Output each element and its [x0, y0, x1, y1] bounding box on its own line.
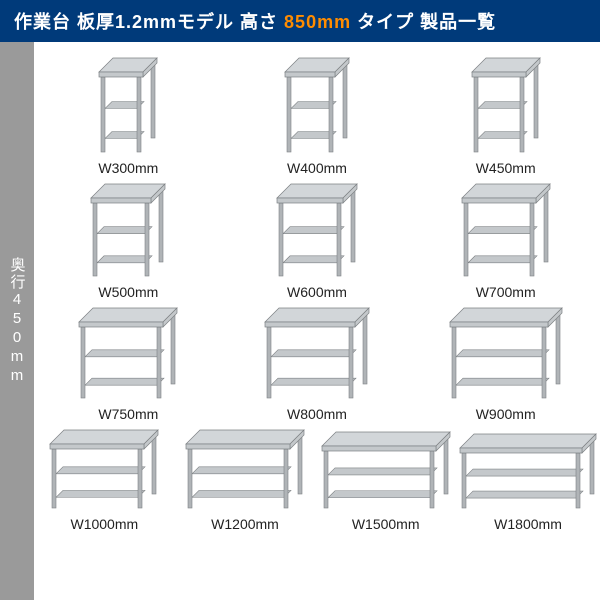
worktable-icon	[89, 182, 167, 278]
product-cell[interactable]: W500mm	[36, 182, 221, 300]
product-label: W1800mm	[494, 516, 562, 532]
product-label: W750mm	[98, 406, 158, 422]
product-label: W800mm	[287, 406, 347, 422]
title-height-post: タイプ	[357, 8, 414, 34]
title-thickness: 板厚1.2mmモデル	[77, 8, 234, 34]
product-cell[interactable]: W1200mm	[177, 428, 314, 532]
worktable-icon	[283, 56, 351, 154]
product-row: W750mm W800mm W900mm	[36, 306, 598, 422]
worktable-icon	[184, 428, 306, 510]
title-prefix: 作業台	[14, 8, 71, 34]
product-grid: W300mm W400mm W450mm W500mm W600mm	[34, 42, 600, 600]
product-cell[interactable]: W450mm	[413, 56, 598, 176]
product-cell[interactable]: W800mm	[225, 306, 410, 422]
worktable-icon	[470, 56, 542, 154]
product-cell[interactable]: W900mm	[413, 306, 598, 422]
title-bar: 作業台 板厚1.2mmモデル 高さ 850mm タイプ 製品一覧	[0, 0, 600, 42]
worktable-icon	[263, 306, 371, 400]
sidebar-depth: 奥行450mm	[0, 42, 34, 600]
product-row: W500mm W600mm W700mm	[36, 182, 598, 300]
product-cell[interactable]: W750mm	[36, 306, 221, 422]
product-label: W300mm	[98, 160, 158, 176]
worktable-icon	[97, 56, 159, 154]
product-cell[interactable]: W400mm	[225, 56, 410, 176]
product-label: W400mm	[287, 160, 347, 176]
worktable-icon	[448, 306, 564, 400]
product-label: W1500mm	[352, 516, 420, 532]
product-row: W1000mm W1200mm W1500mm W1800mm	[36, 428, 598, 532]
product-label: W1200mm	[211, 516, 279, 532]
product-label: W600mm	[287, 284, 347, 300]
title-height-value: 850mm	[284, 12, 351, 33]
product-label: W450mm	[476, 160, 536, 176]
product-cell[interactable]: W600mm	[225, 182, 410, 300]
sidebar-depth-label: 奥行450mm	[7, 257, 28, 386]
worktable-icon	[458, 432, 598, 510]
product-cell[interactable]: W1000mm	[36, 428, 173, 532]
product-label: W500mm	[98, 284, 158, 300]
worktable-icon	[460, 182, 552, 278]
title-suffix: 製品一覧	[420, 8, 496, 34]
body: 奥行450mm W300mm W400mm W450mm W500mm	[0, 42, 600, 600]
worktable-icon	[77, 306, 179, 400]
worktable-icon	[275, 182, 359, 278]
product-cell[interactable]: W1800mm	[458, 428, 598, 532]
product-row: W300mm W400mm W450mm	[36, 56, 598, 176]
title-height-pre: 高さ	[240, 8, 278, 34]
product-label: W900mm	[476, 406, 536, 422]
worktable-icon	[320, 430, 452, 510]
product-cell[interactable]: W1500mm	[317, 428, 454, 532]
product-cell[interactable]: W700mm	[413, 182, 598, 300]
product-cell[interactable]: W300mm	[36, 56, 221, 176]
product-label: W1000mm	[70, 516, 138, 532]
worktable-icon	[48, 428, 160, 510]
product-label: W700mm	[476, 284, 536, 300]
page-root: 作業台 板厚1.2mmモデル 高さ 850mm タイプ 製品一覧 奥行450mm…	[0, 0, 600, 600]
